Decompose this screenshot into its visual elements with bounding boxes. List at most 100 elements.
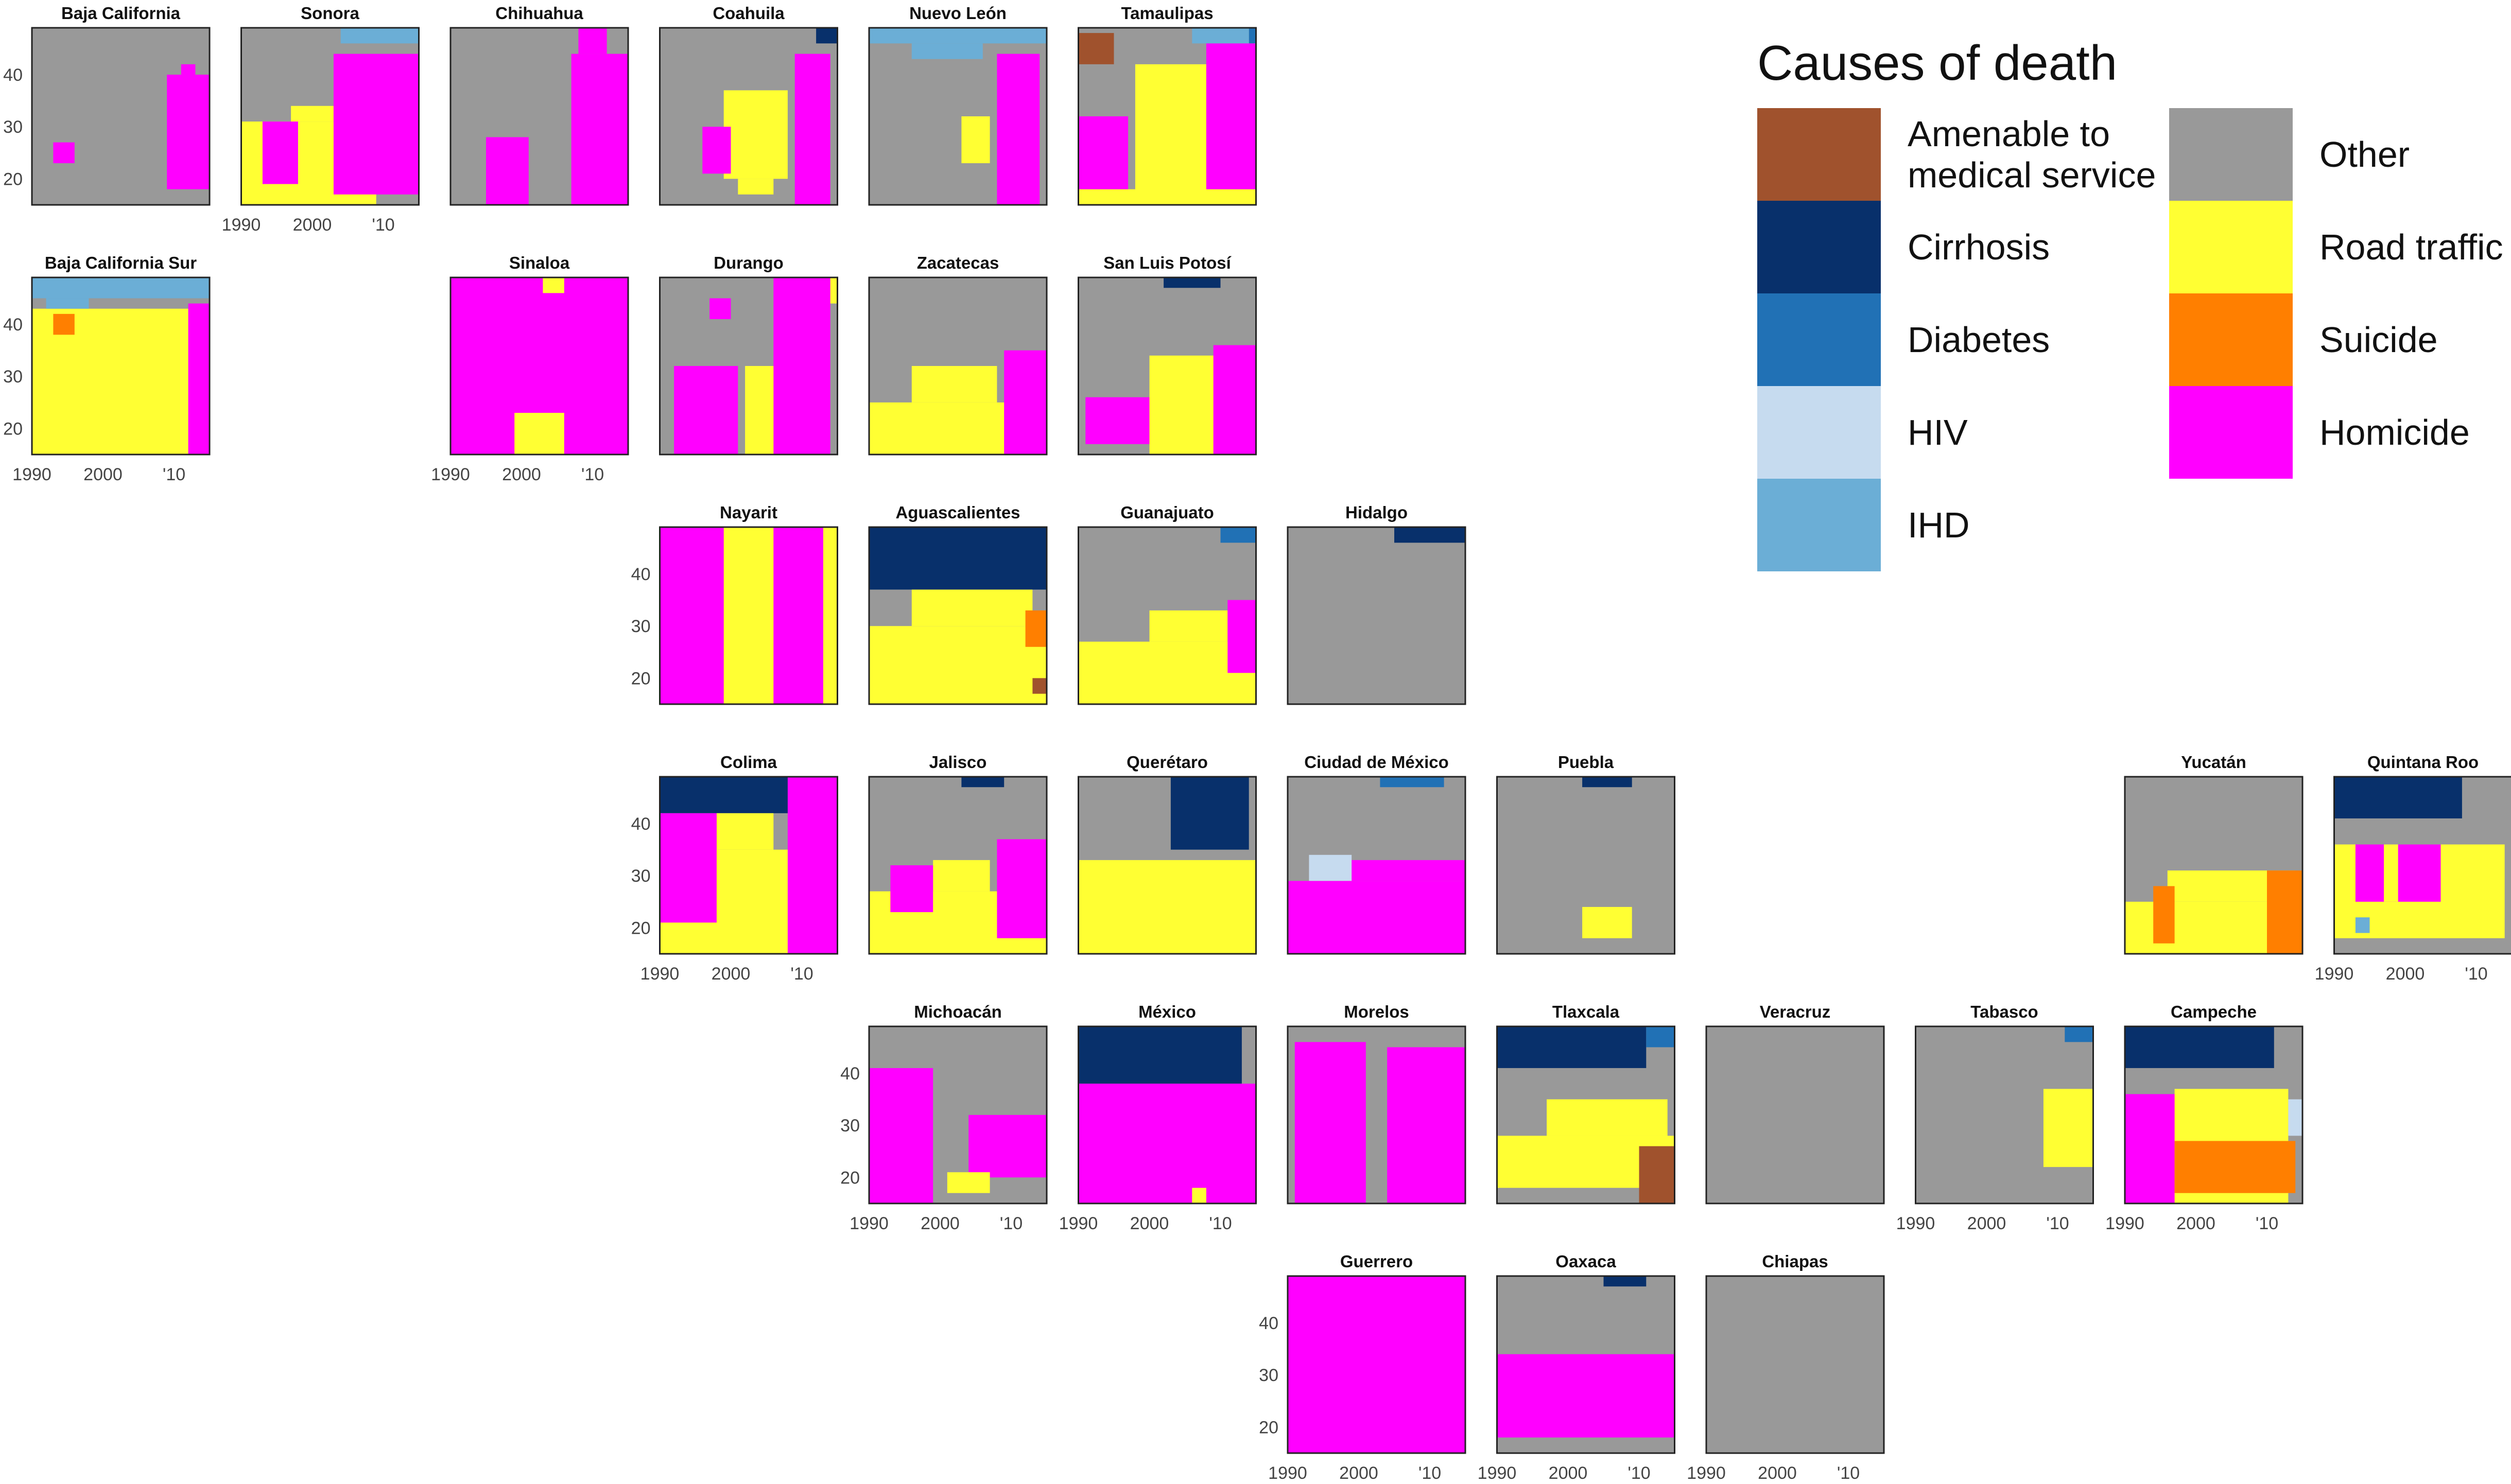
region-cirrhosis xyxy=(1604,1276,1647,1286)
legend-label-ihd: IHD xyxy=(1908,505,1970,545)
panel-title: Aguascalientes xyxy=(895,503,1020,522)
region-cirrhosis xyxy=(961,777,1004,787)
x-tick-label: '10 xyxy=(1418,1463,1441,1481)
legend-label-diabetes: Diabetes xyxy=(1908,320,2050,360)
region-diabetes xyxy=(1221,527,1256,543)
x-tick-label: '10 xyxy=(2256,1214,2278,1233)
panel-title: Campeche xyxy=(2171,1002,2257,1021)
y-tick-label: 30 xyxy=(3,117,23,137)
y-tick-label: 30 xyxy=(840,1116,860,1136)
region-homicide xyxy=(1295,1042,1366,1203)
region-road xyxy=(1192,1188,1206,1203)
x-tick-label: 2000 xyxy=(293,215,332,235)
region-homicide xyxy=(167,75,210,189)
region-homicide xyxy=(486,137,529,205)
x-tick-label: '10 xyxy=(1627,1463,1650,1481)
panel-jalisco: Jalisco xyxy=(869,753,1047,954)
region-homicide xyxy=(788,777,838,954)
x-tick-label: 1990 xyxy=(1268,1463,1307,1481)
panel-title: Puebla xyxy=(1558,753,1614,772)
region-homicide xyxy=(181,64,196,85)
region-homicide xyxy=(1227,600,1256,673)
legend-key-homicide xyxy=(2169,386,2293,479)
panel-san-luis-potosi: San Luis Potosí xyxy=(1079,253,1256,455)
panel-morelos: Morelos xyxy=(1288,1002,1465,1203)
panel-title: Sonora xyxy=(301,4,359,23)
region-homicide xyxy=(1004,351,1047,455)
x-tick-label: '10 xyxy=(1209,1214,1232,1233)
region-homicide xyxy=(674,366,738,455)
region-cirrhosis xyxy=(869,527,1047,589)
x-tick-label: 1990 xyxy=(850,1214,889,1233)
region-road xyxy=(724,90,788,179)
panel-title: Querétaro xyxy=(1127,753,1208,772)
legend-key-diabetes xyxy=(1757,293,1881,386)
region-homicide xyxy=(1206,43,1256,189)
legend-label-amenable: Amenable to xyxy=(1908,114,2110,154)
region-road xyxy=(543,277,564,293)
region-cirrhosis xyxy=(1164,277,1220,288)
x-tick-label: 1990 xyxy=(1896,1214,1935,1233)
legend-key-amenable xyxy=(1757,108,1881,201)
x-tick-label: 2000 xyxy=(2176,1214,2215,1233)
region-road xyxy=(2384,845,2398,902)
x-tick-label: 2000 xyxy=(1758,1463,1797,1481)
region-road xyxy=(717,813,773,850)
region-homicide xyxy=(1079,1084,1256,1203)
x-tick-label: 2000 xyxy=(83,465,123,484)
region-road xyxy=(961,116,990,163)
y-tick-label: 30 xyxy=(631,866,651,886)
y-tick-label: 30 xyxy=(3,367,23,387)
region-homicide xyxy=(578,28,607,54)
legend-key-road xyxy=(2169,201,2293,293)
x-tick-label: 2000 xyxy=(1549,1463,1588,1481)
region-suicide xyxy=(2175,1141,2296,1193)
x-tick-label: 2000 xyxy=(921,1214,960,1233)
legend-label-homicide: Homicide xyxy=(2319,412,2470,452)
x-tick-label: 1990 xyxy=(222,215,261,235)
region-cirrhosis xyxy=(1079,1026,1242,1084)
panel-title: Tamaulipas xyxy=(1121,4,1213,23)
y-tick-label: 30 xyxy=(631,617,651,636)
panel-title: Durango xyxy=(714,253,784,272)
region-road xyxy=(947,1172,990,1193)
panel-title: Tabasco xyxy=(1970,1002,2038,1021)
x-tick-label: '10 xyxy=(163,465,185,484)
region-ihd xyxy=(341,28,419,43)
legend-key-cirrhosis xyxy=(1757,201,1881,293)
region-homicide xyxy=(53,143,74,163)
panel-title: Ciudad de México xyxy=(1304,753,1449,772)
region-cirrhosis xyxy=(1171,777,1249,850)
region-ihd xyxy=(2356,917,2370,933)
x-tick-label: 2000 xyxy=(1967,1214,2006,1233)
region-ihd xyxy=(1192,28,1249,43)
region-cirrhosis xyxy=(1497,1026,1647,1068)
panel-durango: Durango xyxy=(660,253,838,455)
region-diabetes xyxy=(1646,1026,1674,1047)
region-road xyxy=(1547,1099,1668,1136)
region-cirrhosis xyxy=(2125,1026,2274,1068)
x-tick-label: 1990 xyxy=(431,465,470,484)
legend-label-amenable: medical service xyxy=(1908,155,2156,195)
panel-zacatecas: Zacatecas xyxy=(869,253,1047,455)
panel-nuevo-leon: Nuevo León xyxy=(869,4,1047,205)
region-homicide xyxy=(572,54,628,205)
x-tick-label: 2000 xyxy=(502,465,541,484)
x-tick-label: '10 xyxy=(581,465,604,484)
panel-yucatan: Yucatán xyxy=(2125,753,2302,954)
legend-key-hiv xyxy=(1757,386,1881,479)
region-homicide xyxy=(1344,860,1465,881)
region-diabetes xyxy=(1380,777,1444,787)
x-tick-label: 1990 xyxy=(1687,1463,1726,1481)
region-suicide xyxy=(2267,870,2302,954)
region-homicide xyxy=(997,839,1047,938)
legend-label-suicide: Suicide xyxy=(2319,320,2438,360)
legend-title: Causes of death xyxy=(1757,36,2117,91)
